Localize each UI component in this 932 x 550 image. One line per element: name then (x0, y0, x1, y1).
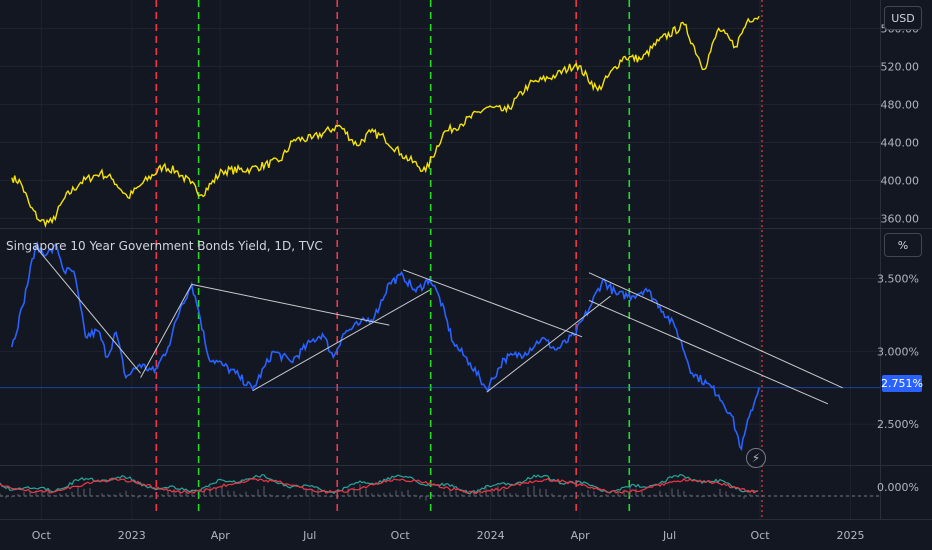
time-tick-label: Oct (391, 529, 411, 542)
lightning-icon[interactable]: ⚡︎ (746, 448, 766, 468)
time-scale[interactable]: Oct 2023 Apr Jul Oct 2024 Apr Jul Oct 2025 (32, 529, 865, 542)
time-tick-label: 2025 (837, 529, 865, 542)
price-line (11, 15, 760, 228)
yield-tick-label: 2.500% (877, 418, 919, 431)
price-tick-label: 360.00 (881, 213, 920, 226)
vertical-markers (155, 0, 763, 520)
yield-tick-label: 3.000% (877, 345, 919, 358)
trendline-1 (140, 284, 193, 378)
osc-line-red (0, 477, 759, 495)
price-pane[interactable] (11, 15, 760, 228)
time-tick-label: Jul (662, 529, 676, 542)
price-scale-unit-button[interactable]: USD (884, 6, 922, 30)
trendline-4 (402, 269, 583, 338)
oscillator-scale[interactable]: 0.000% (877, 481, 919, 494)
price-tick-label: 480.00 (881, 99, 920, 112)
trendline-6 (588, 272, 843, 389)
yield-scale[interactable]: 3.500% 3.000% 2.500% (877, 273, 919, 432)
series-legend-title[interactable]: Singapore 10 Year Government Bonds Yield… (6, 239, 323, 253)
yield-line (11, 240, 760, 452)
yield-tick-label: 3.500% (877, 273, 919, 286)
trendline-7 (588, 299, 829, 405)
time-tick-label: 2024 (477, 529, 505, 542)
pane-separators (0, 0, 932, 520)
time-tick-label: 2023 (118, 529, 146, 542)
price-tick-label: 440.00 (881, 137, 920, 150)
grid-lines (0, 0, 880, 520)
price-tick-label: 400.00 (881, 175, 920, 188)
last-value-badge: 2.751% (881, 375, 923, 392)
trendline-2 (191, 283, 390, 326)
time-tick-label: Oct (751, 529, 771, 542)
oscillator-pane[interactable] (0, 473, 880, 501)
osc-tick-label: 0.000% (877, 481, 919, 494)
yield-scale-unit-button[interactable]: % (884, 233, 922, 257)
trendline-0 (35, 246, 141, 374)
time-tick-label: Oct (32, 529, 52, 542)
osc-line-green (0, 473, 759, 495)
time-tick-label: Apr (571, 529, 591, 542)
trendline-5 (486, 295, 611, 393)
trendline-3 (252, 289, 430, 392)
time-tick-label: Jul (302, 529, 316, 542)
time-tick-label: Apr (211, 529, 231, 542)
trendlines (35, 246, 843, 405)
price-tick-label: 520.00 (881, 61, 920, 74)
